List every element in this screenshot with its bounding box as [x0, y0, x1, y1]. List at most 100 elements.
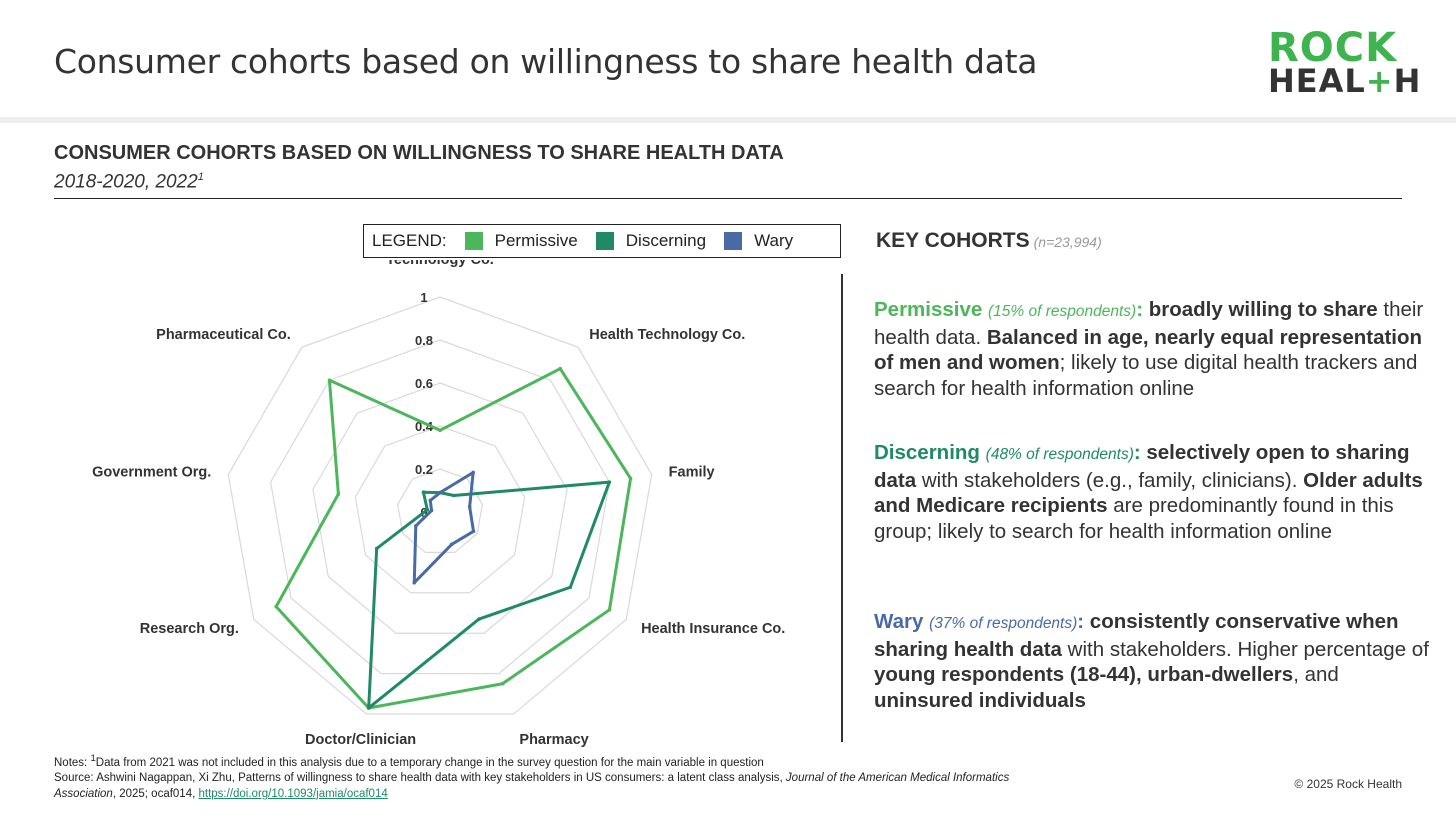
notes-sup: 1 — [90, 753, 96, 764]
cohort-name-discerning: Discerning — [874, 441, 980, 464]
data-point — [428, 498, 433, 503]
cohort-bold-text: Older adults and Medicare recipients — [874, 468, 1423, 518]
data-point — [374, 546, 379, 551]
data-point — [327, 378, 332, 383]
grid-ring — [354, 425, 526, 594]
data-point — [438, 428, 442, 433]
footnotes: Notes: 1Data from 2021 was not included … — [54, 751, 1054, 802]
page-title: Consumer cohorts based on willingness to… — [54, 42, 1038, 81]
axis-label: Technology Co. — [386, 260, 494, 268]
section-divider — [54, 198, 1402, 199]
data-point — [568, 585, 573, 590]
data-point — [421, 490, 426, 495]
header-divider — [0, 117, 1456, 123]
data-point — [607, 608, 612, 612]
cohort-text: , and — [1293, 663, 1339, 686]
radial-tick-label: 0.8 — [415, 333, 433, 348]
header-bar: Consumer cohorts based on willingness to… — [0, 0, 1456, 118]
source-journal: Journal of the American Medical Informat… — [54, 772, 1010, 800]
radial-tick-label: 0.2 — [415, 462, 433, 477]
grid-ring — [397, 468, 483, 554]
data-point — [467, 504, 472, 509]
rock-health-logo: ROCK HEAL+H — [1268, 25, 1420, 100]
data-point — [477, 617, 481, 621]
chart-legend: LEGEND: Permissive Discerning Wary — [363, 224, 841, 258]
radial-tick-label: 0.4 — [415, 419, 434, 434]
data-point — [452, 493, 456, 498]
axis-label: Family — [669, 465, 715, 481]
footnote-marker: 1 — [197, 171, 204, 183]
data-point — [500, 681, 505, 686]
radial-tick-label: 1 — [420, 290, 427, 305]
series-line-permissive — [274, 367, 633, 710]
data-point — [607, 480, 612, 484]
cohort-bold-text: uninsured individuals — [874, 688, 1086, 712]
chart-subtitle: 2018-2020, 20221 — [54, 171, 204, 193]
sample-size: (n=23,994) — [1033, 234, 1102, 250]
logo-rock-text: ROCK — [1268, 25, 1398, 71]
axis-label: Research Org. — [140, 621, 239, 637]
cohort-discerning-description: Discerning (48% of respondents): selecti… — [874, 440, 1434, 544]
series-line-wary — [412, 470, 476, 585]
chart-title: CONSUMER COHORTS BASED ON WILLINGNESS TO… — [54, 142, 784, 164]
grid-ring — [269, 339, 611, 675]
cohort-bold-text: young respondents (18-44), urban-dweller… — [874, 663, 1294, 686]
source-prefix: Source: Ashwini Nagappan, Xi Zhu, Patter… — [54, 772, 786, 785]
data-point — [438, 490, 442, 495]
notes-line: Notes: 1Data from 2021 was not included … — [54, 751, 1054, 771]
source-suffix: , 2025; ocaf014, — [112, 787, 199, 800]
legend-swatch-discerning — [595, 232, 614, 250]
axis-label: Health Technology Co. — [589, 327, 745, 343]
series-line-discerning — [367, 480, 611, 710]
cohort-name-permissive: Permissive — [874, 298, 983, 321]
data-point — [413, 524, 418, 528]
cohort-pct-discerning: (48% of respondents) — [985, 446, 1134, 463]
key-cohorts-title: KEY COHORTS — [876, 229, 1030, 252]
cohort-pct-permissive: (15% of respondents) — [987, 303, 1137, 320]
legend-swatch-permissive — [464, 232, 483, 250]
radar-chart: 00.20.40.60.81Technology Co.Health Techn… — [92, 260, 785, 748]
legend-label-wary: Wary — [754, 231, 794, 250]
logo-heal: HEAL — [1268, 62, 1366, 100]
logo-h: H — [1393, 62, 1422, 100]
cohort-text: with stakeholders. Higher percentage of — [1061, 637, 1429, 661]
grid-ring — [227, 296, 653, 715]
cohort-permissive-description: Permissive (15% of respondents): broadly… — [874, 297, 1434, 401]
axis-label: Pharmacy — [519, 732, 588, 748]
logo-health-text: HEAL+H — [1268, 65, 1421, 97]
data-point — [471, 470, 475, 475]
cohort-text: are predominantly found in this group; l… — [874, 494, 1394, 543]
axis-label: Government Org. — [92, 465, 211, 481]
cohort-text: their health data. — [874, 298, 1424, 349]
axis-label: Doctor/Clinician — [305, 732, 416, 748]
data-point — [449, 542, 454, 547]
data-point — [558, 366, 563, 371]
doi-link[interactable]: https://doi.org/10.1093/jamia/ocaf014 — [198, 787, 388, 800]
logo-plus: + — [1365, 62, 1394, 100]
notes-prefix: Notes: — [54, 756, 91, 769]
cohort-text: ; likely to use digital health trackers … — [874, 351, 1418, 400]
data-point — [425, 507, 430, 512]
vertical-divider — [841, 274, 843, 742]
cohort-bold-text: consistently conservative when sharing h… — [874, 610, 1399, 661]
axis-label: Health Insurance Co. — [641, 621, 785, 637]
cohort-name-wary: Wary — [874, 610, 924, 633]
source-line: Source: Ashwini Nagappan, Xi Zhu, Patter… — [54, 771, 1054, 802]
data-point — [366, 706, 371, 710]
legend-item-permissive: Permissive — [464, 231, 578, 251]
radial-tick-label: 0.6 — [415, 376, 433, 391]
axis-label: Pharmaceutical Co. — [156, 327, 291, 343]
key-cohorts-heading: KEY COHORTS (n=23,994) — [876, 229, 1102, 253]
chart-subtitle-years: 2018-2020, 2022 — [54, 171, 198, 193]
cohort-wary-description: Wary (37% of respondents): consistently … — [874, 609, 1434, 713]
cohort-colon: : — [1133, 441, 1141, 464]
cohort-bold-text: selectively open to sharing data — [874, 441, 1410, 492]
cohort-colon: : — [1077, 610, 1085, 633]
data-point — [274, 604, 278, 609]
data-point — [471, 529, 476, 534]
cohort-pct-wary: (37% of respondents) — [929, 615, 1078, 632]
notes-text: Data from 2021 was not included in this … — [95, 756, 764, 769]
legend-swatch-wary — [724, 232, 743, 250]
data-point — [429, 508, 434, 513]
cohort-text: with stakeholders (e.g., family, clinici… — [916, 468, 1304, 492]
